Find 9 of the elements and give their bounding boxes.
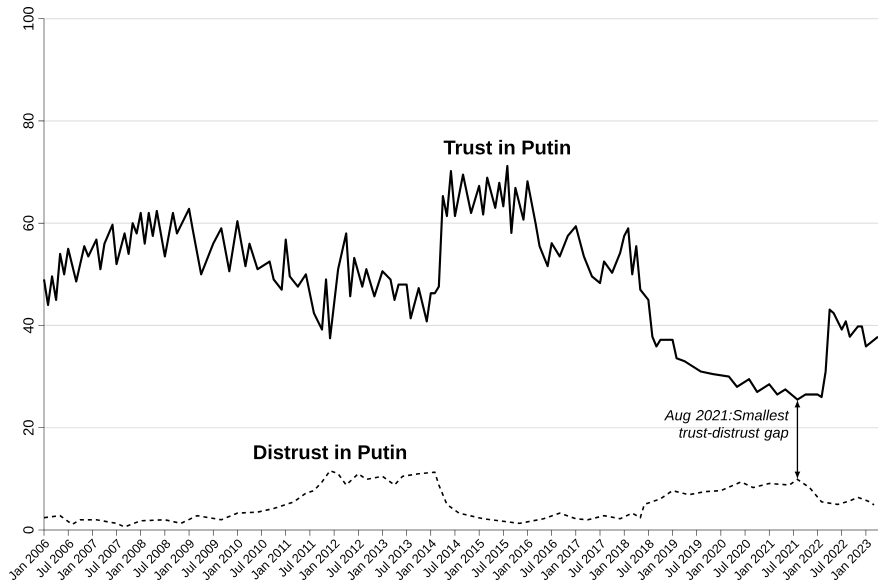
y-tick-label: 100 xyxy=(23,7,34,30)
annotation: Aug 2021:Smallest trust-distrust gap xyxy=(664,410,790,441)
y-tick-label: 80 xyxy=(23,113,34,128)
y-tick-label: 40 xyxy=(23,318,34,334)
y-tick-label: 20 xyxy=(23,420,34,436)
y-tick-label: 0 xyxy=(23,526,34,534)
series-label: Distrust in Putin xyxy=(254,444,406,460)
y-tick-label: 60 xyxy=(23,216,34,231)
series-label: Trust in Putin xyxy=(444,140,570,155)
